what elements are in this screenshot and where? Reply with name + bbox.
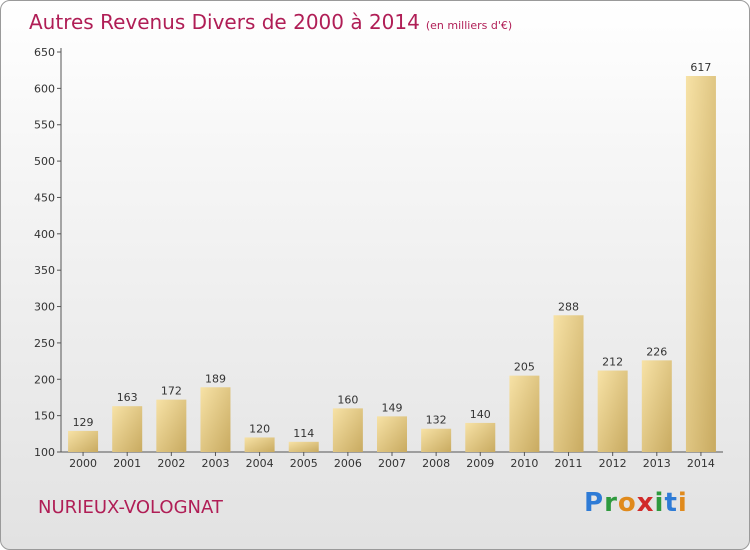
y-tick-label: 650 [34,46,55,59]
data-label: 205 [514,361,535,374]
x-tick-label: 2013 [643,457,671,470]
chart-subtitle: (en milliers d'€) [425,19,513,32]
data-label: 132 [426,414,447,427]
data-label: 189 [205,372,226,385]
logo-letter: P [584,488,605,518]
logo-letter: r [604,488,618,518]
bar [377,416,407,452]
y-tick-label: 100 [34,446,55,459]
y-tick-label: 350 [34,264,55,277]
y-tick-label: 550 [34,119,55,132]
data-label: 212 [602,356,623,369]
x-tick-label: 2012 [599,457,627,470]
y-tick-label: 500 [34,155,55,168]
bar [68,430,99,452]
bar [685,76,716,452]
logo-letter: o [617,488,637,518]
data-label: 226 [646,345,667,358]
bar [465,422,496,452]
x-tick-label: 2001 [113,457,141,470]
x-axis: 2000 2001 2002 2003 2004 2005 2006 2007 2008 2009… [61,451,723,470]
chart-title-text: Autres Revenus Divers de 2000 à 2014 [29,10,420,34]
x-tick-label: 2000 [69,457,97,470]
bar [553,315,584,452]
bar [597,370,628,452]
data-labels: 129 163 172 189 120 114 160 149 132 140 205 288 212 2… [73,61,712,440]
bar [200,387,231,452]
data-label: 163 [117,391,138,404]
bar [288,441,319,452]
x-tick-label: 2007 [378,457,406,470]
y-tick-label: 450 [34,191,55,204]
x-tick-label: 2004 [246,457,274,470]
bar [421,428,452,452]
data-label: 114 [293,427,314,440]
logo-letter: i [677,488,688,518]
x-tick-label: 2003 [201,457,229,470]
logo-letter: x [636,488,655,518]
logo-letter: i [654,488,665,518]
data-label: 160 [337,393,358,406]
data-label: 149 [382,401,403,414]
proxiti-logo: Proxiti [584,488,688,518]
logo-letter: t [664,488,678,518]
data-label: 617 [690,61,711,74]
x-tick-label: 2008 [422,457,450,470]
bar [509,375,540,452]
x-tick-label: 2006 [334,457,362,470]
bar [156,399,187,452]
y-tick-label: 150 [34,410,55,423]
bar [641,360,672,452]
data-label: 120 [249,422,270,435]
bar [332,408,363,452]
y-tick-label: 600 [34,82,55,95]
y-tick-label: 300 [34,301,55,314]
bars [68,76,716,452]
data-label: 288 [558,300,579,313]
y-axis: 100 150 200 250 300 350 400 450 500 550 600 650 [34,46,62,459]
bar [112,406,143,452]
chart-title: Autres Revenus Divers de 2000 à 2014 (en … [29,10,512,34]
x-tick-label: 2010 [510,457,538,470]
bar [244,437,275,452]
y-tick-label: 200 [34,373,55,386]
x-tick-label: 2002 [157,457,185,470]
place-name: NURIEUX-VOLOGNAT [38,497,223,518]
data-label: 140 [470,408,491,421]
data-label: 172 [161,385,182,398]
x-tick-label: 2011 [555,457,583,470]
y-tick-label: 250 [34,337,55,350]
data-label: 129 [73,416,94,429]
x-tick-label: 2009 [466,457,494,470]
y-tick-label: 400 [34,228,55,241]
x-tick-label: 2005 [290,457,318,470]
x-tick-label: 2014 [687,457,715,470]
